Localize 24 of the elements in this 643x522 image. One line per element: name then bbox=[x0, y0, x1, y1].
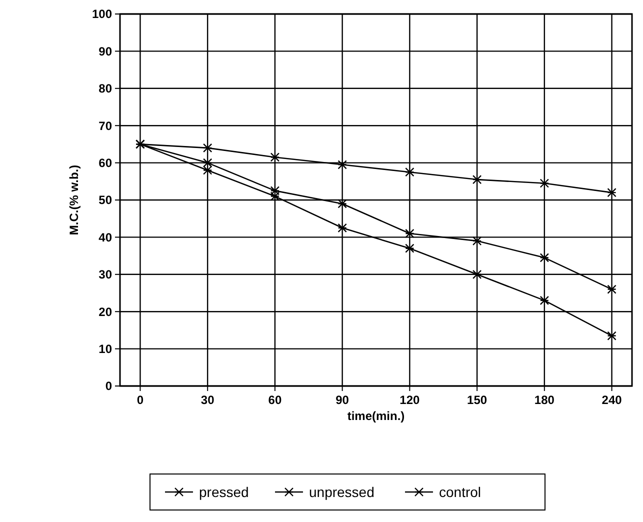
y-tick-label: 60 bbox=[98, 156, 112, 170]
y-tick-label: 20 bbox=[98, 304, 112, 319]
x-axis-title: time(min.) bbox=[347, 409, 405, 423]
x-tick-label: 90 bbox=[336, 393, 350, 407]
x-tick-label: 150 bbox=[467, 393, 488, 407]
x-tick-label: 60 bbox=[268, 393, 282, 407]
y-tick-label: 80 bbox=[98, 82, 112, 96]
y-tick-label: 30 bbox=[98, 268, 112, 282]
legend-label: pressed bbox=[199, 484, 249, 500]
y-tick-label: 100 bbox=[92, 7, 112, 22]
y-tick-label: 70 bbox=[98, 118, 112, 133]
y-tick-label: 40 bbox=[98, 230, 112, 244]
legend-label: control bbox=[439, 484, 482, 500]
x-tick-label: 0 bbox=[136, 393, 144, 407]
y-axis-title: M.C.(% w.b.) bbox=[67, 164, 81, 236]
x-tick-label: 120 bbox=[400, 393, 420, 407]
x-tick-label: 30 bbox=[200, 393, 215, 407]
y-tick-label: 10 bbox=[98, 342, 112, 356]
x-tick-label: 240 bbox=[602, 393, 622, 407]
y-tick-label: 0 bbox=[105, 379, 112, 394]
y-tick-label: 90 bbox=[98, 44, 112, 58]
x-tick-label: 180 bbox=[534, 393, 555, 407]
legend-label: unpressed bbox=[309, 484, 374, 500]
y-tick-label: 50 bbox=[98, 193, 112, 208]
